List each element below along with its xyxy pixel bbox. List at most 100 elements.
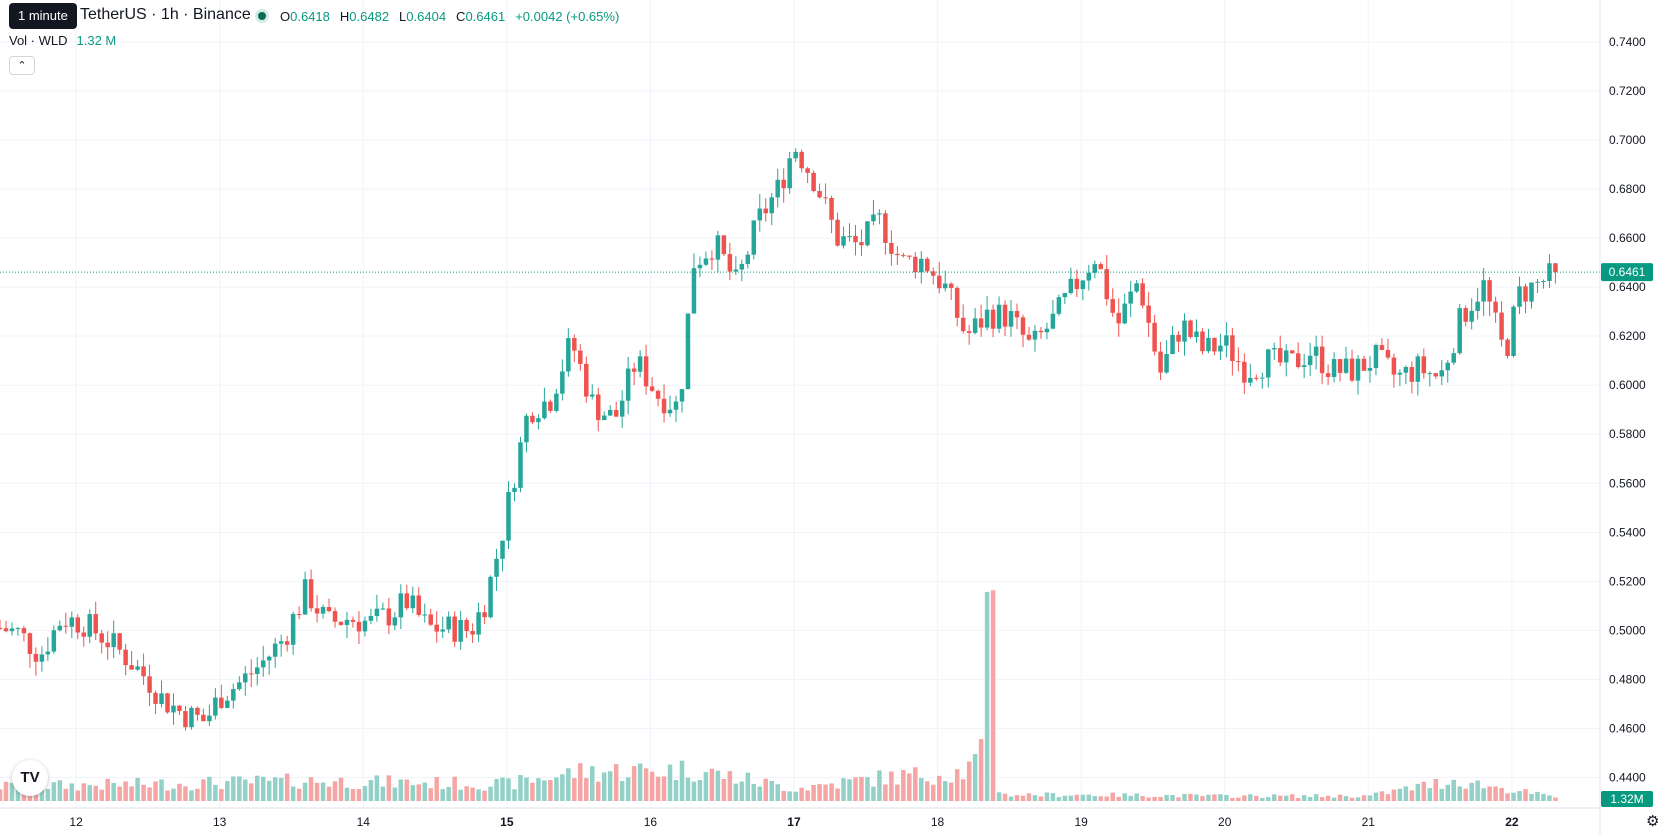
candle-body — [942, 283, 948, 289]
volume-bar — [1529, 793, 1534, 801]
volume-bar — [135, 777, 140, 801]
volume-bar — [350, 788, 356, 801]
candle-body — [1415, 356, 1421, 382]
candle-body — [901, 255, 906, 257]
candle-body — [865, 221, 870, 246]
volume-bar — [338, 777, 344, 801]
collapse-legend-button[interactable]: ⌃ — [9, 56, 35, 75]
candle-body — [153, 692, 158, 704]
volume-bar — [171, 788, 176, 801]
volume-bar — [15, 789, 21, 801]
candle-body — [1319, 346, 1325, 374]
candle-body — [398, 593, 404, 618]
volume-bar — [560, 774, 565, 801]
volume-bar — [356, 789, 362, 801]
volume-bar — [966, 761, 972, 801]
candle-body — [566, 338, 571, 372]
volume-bar — [1475, 780, 1480, 801]
volume-bar — [488, 786, 493, 801]
candle-body — [1463, 308, 1468, 322]
candles — [0, 148, 1558, 731]
volume-bar — [1056, 797, 1062, 801]
candle-body — [500, 540, 505, 559]
volume-bar — [530, 782, 535, 801]
candle-body — [1535, 281, 1540, 283]
price-tick-label: 0.6600 — [1609, 231, 1646, 245]
volume-bar — [63, 788, 69, 801]
volume-bar — [1319, 797, 1325, 801]
grid — [0, 0, 1600, 808]
candle-body — [1254, 377, 1259, 379]
candle-body — [1469, 310, 1474, 322]
chevron-up-icon: ⌃ — [17, 60, 27, 72]
tradingview-logo-icon[interactable]: TV — [12, 760, 48, 796]
volume-bar — [416, 784, 422, 801]
candle-body — [996, 304, 1002, 329]
candle-body — [1307, 355, 1313, 366]
candle-body — [141, 666, 146, 677]
candle-body — [506, 492, 511, 541]
volume-bar — [823, 784, 828, 801]
price-tick-label: 0.5400 — [1609, 525, 1646, 539]
volume-bar — [506, 778, 511, 801]
volume-bar — [1541, 793, 1546, 801]
volume-bar — [1451, 779, 1456, 801]
volume-bar — [757, 786, 763, 801]
candle-body — [925, 258, 930, 272]
volume-bar — [769, 780, 774, 801]
volume-bar — [1242, 795, 1247, 801]
candle-body — [476, 612, 481, 635]
candle-body — [1385, 349, 1391, 358]
price-axis[interactable]: 0.4400 0.4600 0.4800 0.5000 0.5200 0.5400 0.56… — [1599, 0, 1646, 835]
high-value: 0.6482 — [349, 9, 390, 24]
volume-bar — [829, 783, 834, 801]
candle-body — [601, 415, 607, 421]
candle-body — [1110, 299, 1115, 313]
volume-bar — [422, 782, 428, 801]
candle-body — [314, 608, 320, 614]
candle-body — [1409, 367, 1415, 382]
volume-bar — [494, 779, 499, 801]
price-tick-label: 0.4400 — [1609, 771, 1646, 785]
volume-bar — [1457, 786, 1462, 801]
candle-body — [1242, 361, 1247, 383]
candle-body — [787, 158, 792, 189]
settings-gear-icon[interactable]: ⚙ — [1646, 813, 1660, 830]
candle-body — [171, 705, 176, 713]
candle-body — [817, 191, 822, 198]
candle-body — [919, 258, 924, 273]
candle-body — [1325, 373, 1331, 377]
volume-bar — [386, 775, 392, 801]
candle-body — [775, 179, 780, 198]
candle-body — [75, 617, 81, 633]
symbol-title[interactable]: TetherUS · 1h · Binance — [80, 6, 251, 23]
volume-bar — [117, 786, 122, 801]
price-tick-label: 0.6400 — [1609, 280, 1646, 294]
volume-label[interactable]: Vol · WLD — [9, 33, 68, 48]
candle-body — [1343, 358, 1349, 373]
candle-body — [201, 714, 206, 722]
candle-body — [727, 254, 733, 272]
candle-body — [835, 219, 840, 246]
candle-body — [709, 258, 715, 260]
price-tick-label: 0.5200 — [1609, 574, 1646, 588]
price-tick-label: 0.4800 — [1609, 672, 1646, 686]
candle-body — [1020, 317, 1026, 335]
volume-bar — [661, 776, 667, 801]
candle-body — [512, 487, 517, 493]
volume-bar — [99, 789, 104, 801]
volume-bar — [272, 777, 278, 801]
volume-bar — [590, 766, 595, 801]
candle-body — [691, 268, 697, 314]
candle-body — [518, 442, 523, 488]
volume-bar — [572, 778, 577, 801]
volume-bar — [763, 778, 768, 801]
volume-bar — [1337, 794, 1343, 801]
volume-legend: Vol · WLD 1.32 M — [9, 33, 116, 48]
candle-body — [356, 621, 362, 632]
time-axis[interactable]: 12 13 14 15 16 17 18 19 20 21 22 — [0, 807, 1600, 829]
volume-bar — [1146, 797, 1151, 801]
candle-body — [960, 317, 966, 332]
candle-body — [619, 400, 625, 417]
